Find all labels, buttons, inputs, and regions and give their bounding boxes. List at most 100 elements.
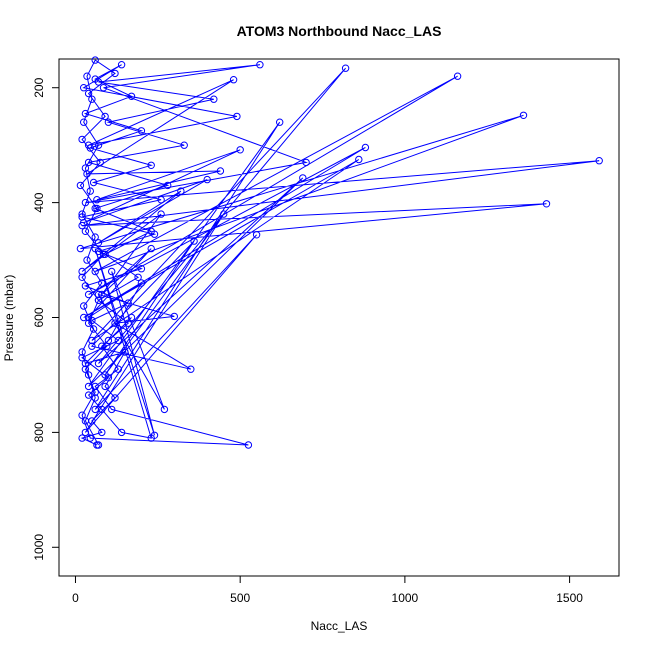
data-point <box>84 382 93 391</box>
data-point <box>299 174 307 182</box>
data-point <box>80 219 88 227</box>
data-point <box>96 158 104 167</box>
data-point <box>101 382 109 391</box>
data-point <box>88 336 96 345</box>
data-point <box>84 158 93 167</box>
y-axis-label: Pressure (mbar) <box>2 275 16 362</box>
data-point <box>216 167 225 175</box>
data-point <box>160 405 169 414</box>
data-point <box>84 313 93 322</box>
data-point <box>134 273 142 281</box>
data-point <box>542 200 551 208</box>
y-tick-label: 800 <box>32 422 46 442</box>
data-point <box>91 267 99 276</box>
x-tick-label: 1500 <box>556 591 583 605</box>
data-point <box>111 69 119 78</box>
data-point <box>137 279 146 287</box>
data-point <box>453 72 462 80</box>
data-point <box>81 227 90 236</box>
series-layer <box>76 56 603 449</box>
data-point <box>94 247 103 256</box>
data-point <box>256 60 264 69</box>
data-point <box>104 374 113 382</box>
data-point <box>94 296 103 304</box>
data-point <box>78 135 86 144</box>
data-point <box>93 196 101 204</box>
x-tick-label: 1000 <box>392 591 419 605</box>
data-point <box>98 290 106 299</box>
data-point <box>595 157 603 165</box>
x-tick-label: 0 <box>72 591 79 605</box>
data-point <box>84 290 93 299</box>
data-point <box>276 118 284 126</box>
y-tick-label: 400 <box>32 192 46 212</box>
data-point <box>341 64 350 72</box>
data-point <box>98 405 106 414</box>
data-point <box>78 267 86 276</box>
data-point <box>78 273 86 281</box>
data-point <box>104 336 113 345</box>
data-point <box>80 302 88 310</box>
data-point <box>137 127 146 135</box>
data-point <box>91 75 99 83</box>
data-point <box>81 428 90 437</box>
data-point <box>84 391 93 399</box>
data-point <box>147 434 155 442</box>
data-point <box>127 313 136 322</box>
data-point <box>91 204 99 213</box>
data-point <box>80 313 88 322</box>
data-point <box>233 112 241 121</box>
data-point <box>229 76 238 84</box>
data-point <box>157 210 165 218</box>
data-point <box>83 256 91 264</box>
data-point <box>93 441 101 449</box>
data-point <box>83 72 91 80</box>
data-point <box>121 348 129 356</box>
data-point <box>147 244 155 253</box>
chart-title: ATOM3 Northbound Nacc_LAS <box>237 23 442 39</box>
data-point <box>220 210 228 218</box>
data-point <box>94 290 103 299</box>
data-point <box>147 161 155 170</box>
y-tick-label: 1000 <box>32 534 46 561</box>
data-point <box>98 428 106 437</box>
data-point <box>84 141 93 149</box>
data-point <box>94 239 103 247</box>
data-point <box>78 411 86 419</box>
data-point <box>361 143 370 152</box>
data-point <box>114 365 123 373</box>
data-point <box>519 111 528 120</box>
y-axis: 200 400 600 800 1000 <box>32 77 60 561</box>
data-point <box>177 187 185 195</box>
data-point <box>180 141 188 149</box>
data-point <box>203 175 211 184</box>
data-point <box>236 146 244 154</box>
data-point <box>91 233 99 241</box>
data-point <box>124 299 132 307</box>
data-point <box>111 319 119 327</box>
y-tick-label: 200 <box>32 77 46 97</box>
data-point <box>170 312 179 321</box>
data-point <box>81 109 90 118</box>
data-point <box>190 237 198 245</box>
data-point <box>86 434 95 442</box>
series-line <box>79 59 600 446</box>
data-point <box>84 371 93 379</box>
data-point <box>104 118 113 126</box>
data-point <box>81 282 90 290</box>
data-point <box>355 155 363 164</box>
data-point <box>302 158 310 167</box>
data-point <box>117 60 126 69</box>
x-axis-label: Nacc_LAS <box>311 619 368 633</box>
data-point <box>80 118 88 126</box>
data-point <box>78 348 86 356</box>
data-point <box>91 388 99 396</box>
data-point <box>98 279 106 287</box>
data-point <box>89 325 98 333</box>
data-point <box>111 394 119 402</box>
data-point <box>81 198 90 207</box>
data-point <box>187 365 195 373</box>
data-point <box>150 230 159 238</box>
